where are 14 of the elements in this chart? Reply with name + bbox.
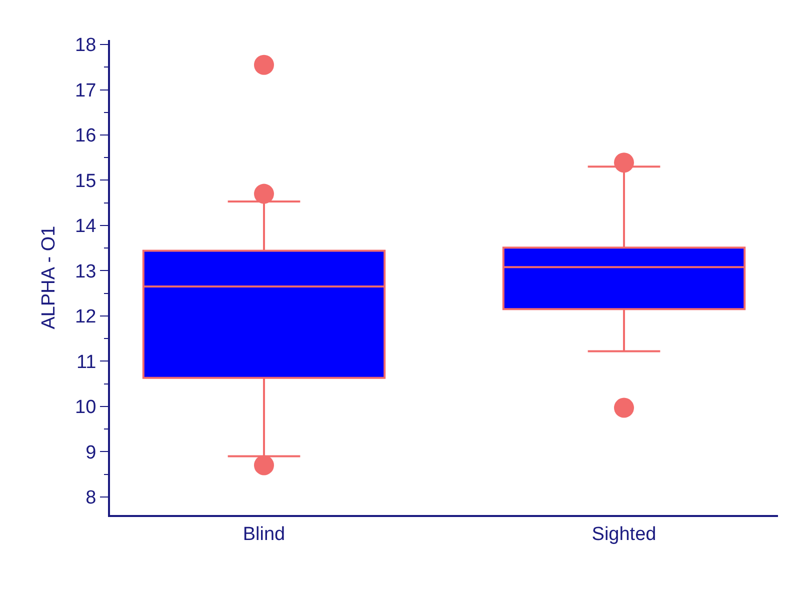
y-tick-label: 17 [75,80,96,102]
y-tick-label: 9 [86,442,96,464]
y-tick-label: 11 [76,352,96,373]
y-tick-label: 10 [75,397,96,418]
x-tick-label: Sighted [592,524,656,545]
y-tick-label: 14 [75,216,97,238]
y-tick-label: 15 [75,170,96,192]
y-tick-label: 13 [75,261,96,282]
y-axis-title: ALPHA - O1 [38,226,60,330]
y-tick-label: 12 [75,306,96,328]
y-tick-label: 8 [86,488,96,509]
y-tick-label: 16 [75,126,96,147]
x-tick-label: Blind [242,524,286,545]
y-tick-label: 18 [75,35,96,56]
